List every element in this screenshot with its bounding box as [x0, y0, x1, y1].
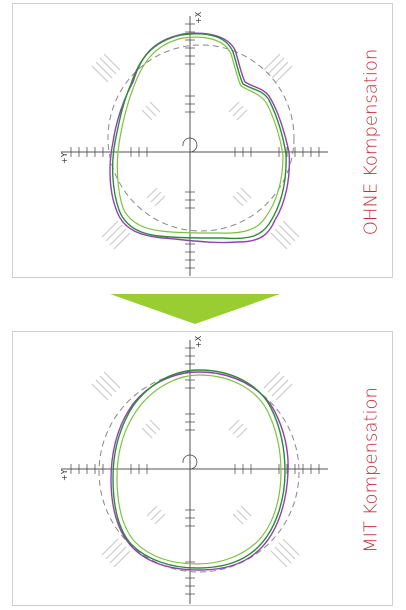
polar-plot-mit: +X +Y	[60, 335, 328, 604]
transition-arrow	[0, 286, 406, 328]
hatch-marks	[91, 371, 300, 568]
axis-y-label: +Y	[60, 469, 69, 481]
panel-label-text: OHNE Kompensation	[360, 48, 382, 235]
down-arrow-icon	[110, 294, 280, 324]
rotation-arrow-icon	[182, 454, 198, 470]
trace-green	[112, 33, 287, 240]
axis-y-label: +Y	[60, 152, 69, 164]
polar-plot-ohne: +X +Y	[60, 11, 328, 276]
trace-light-green	[116, 36, 284, 234]
plot-panel-ohne: +X +Y OHNE Kompensation	[12, 3, 393, 278]
trace-purple	[110, 371, 289, 571]
rotation-arrow-icon	[182, 137, 198, 153]
axis-x-label: +X	[194, 11, 203, 24]
panel-label-mit: MIT Kompensation	[356, 332, 386, 607]
panel-label-text: MIT Kompensation	[360, 386, 382, 553]
trace-light-green	[116, 374, 282, 565]
plot-panel-mit: +X +Y MIT Kompensation	[12, 331, 393, 606]
reference-circle	[107, 44, 295, 232]
trace-green	[112, 369, 286, 569]
crosshair-axes	[61, 340, 328, 604]
trace-purple	[109, 32, 291, 244]
hatch-marks	[91, 53, 300, 250]
panel-label-ohne: OHNE Kompensation	[356, 4, 386, 279]
axis-x-label: +X	[194, 335, 203, 348]
